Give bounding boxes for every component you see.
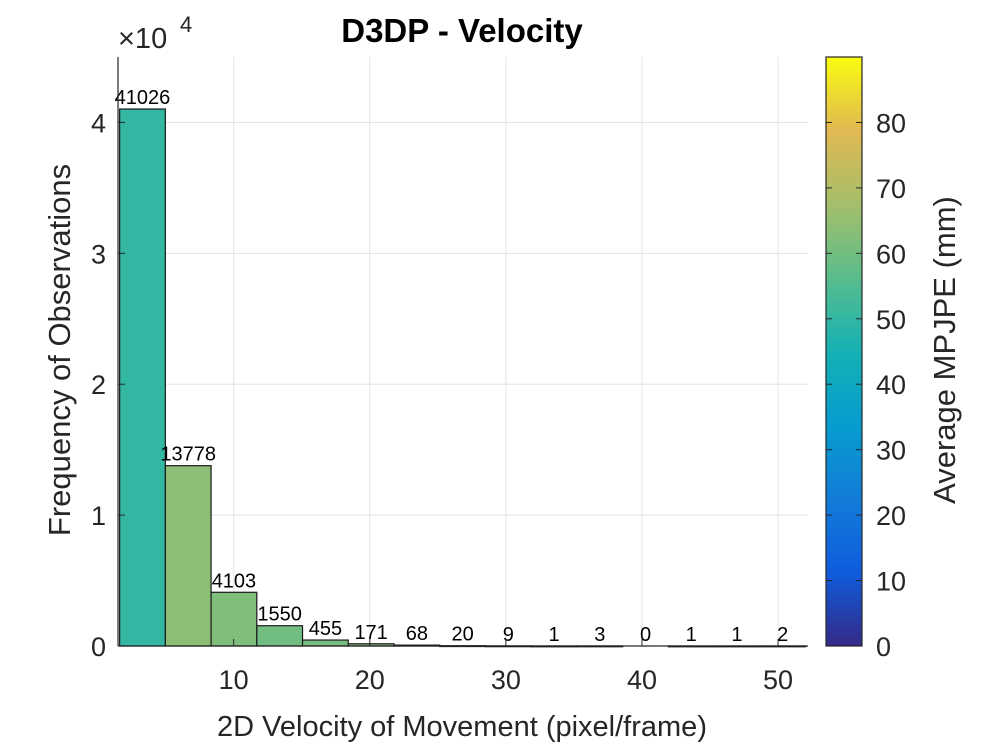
x-tick-label: 20: [355, 665, 385, 695]
colorbar-tick-label: 50: [876, 305, 906, 335]
colorbar: 0 10 20 30 40 50 60 70 80: [825, 56, 906, 662]
chart-title: D3DP - Velocity: [341, 12, 583, 49]
bar-count-label: 455: [309, 618, 342, 640]
bar-count-label: 1: [686, 624, 697, 646]
colorbar-label: Average MPJPE (mm): [927, 196, 962, 504]
y-tick-label: 2: [91, 370, 106, 400]
bar-count-label: 3: [594, 624, 605, 646]
x-tick-label: 50: [763, 665, 793, 695]
histogram-bar: [164, 465, 212, 647]
colorbar-tick-label: 40: [876, 370, 906, 400]
bar-count-label: 68: [406, 623, 428, 645]
bar-count-label: 41026: [115, 87, 171, 109]
bar-count-label: 171: [354, 622, 387, 644]
histogram-bar: [301, 639, 349, 647]
y-tick-label: 1: [91, 501, 106, 531]
x-tick-label: 40: [627, 665, 657, 695]
y-axis-label: Frequency of Observations: [42, 164, 77, 536]
x-tick-label: 30: [491, 665, 521, 695]
x-tick-label: 10: [219, 665, 249, 695]
bar-count-label: 9: [503, 624, 514, 646]
histogram-bar: [256, 625, 304, 647]
colorbar-tick-label: 30: [876, 436, 906, 466]
colorbar-tick-label: 70: [876, 174, 906, 204]
colorbar-tick-label: 60: [876, 239, 906, 269]
bar-count-label: 4103: [212, 570, 257, 592]
colorbar-tick-label: 0: [876, 632, 891, 662]
bar-count-label: 13778: [160, 444, 216, 466]
colorbar-tick-label: 10: [876, 567, 906, 597]
y-axis-exponent-label: ×10: [118, 23, 167, 55]
colorbar-tick-label: 80: [876, 108, 906, 138]
bar-count-label: 1: [731, 624, 742, 646]
y-tick-label: 0: [91, 632, 106, 662]
y-tick-label: 4: [91, 108, 106, 138]
bar-count-label: 20: [451, 624, 473, 646]
bar-count-label: 1550: [257, 604, 302, 626]
histogram-bars: [119, 108, 807, 648]
x-axis-label: 2D Velocity of Movement (pixel/frame): [217, 711, 707, 743]
colorbar-tick-label: 20: [876, 501, 906, 531]
bar-count-label: 1: [548, 624, 559, 646]
y-axis-exponent-power: 4: [180, 12, 192, 37]
y-tick-label: 3: [91, 239, 106, 269]
colorbar-gradient: [825, 56, 863, 647]
histogram-bar: [210, 591, 258, 647]
histogram-bar: [119, 108, 166, 647]
bar-count-label: 2: [777, 624, 788, 646]
bar-count-label: 0: [640, 624, 651, 646]
grid-lines: [118, 57, 808, 647]
